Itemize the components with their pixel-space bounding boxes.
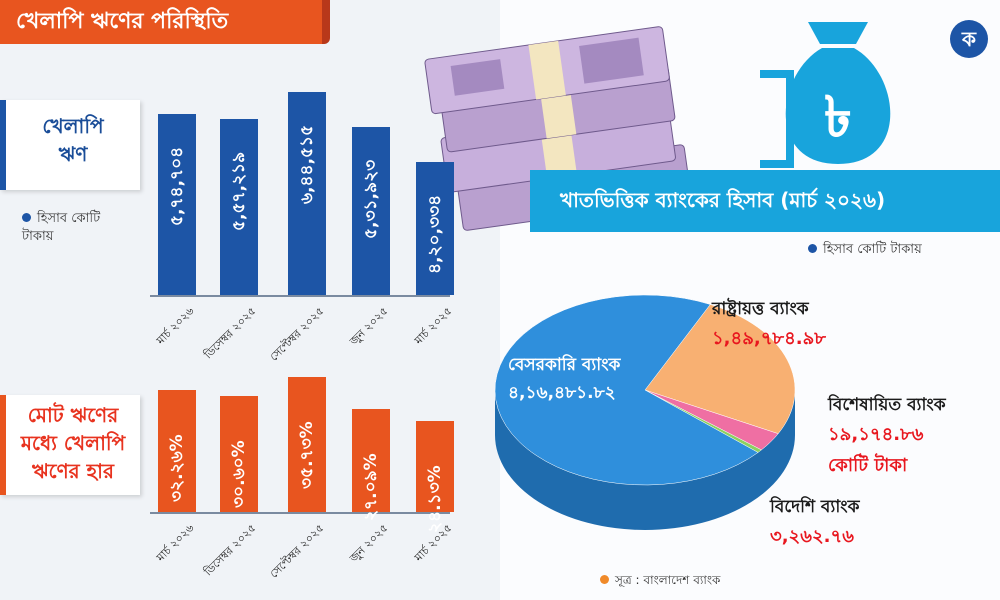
default-rate-card: মোট ঋণের মধ্যে খেলাপি ঋণের হার — [0, 395, 140, 495]
publisher-logo: ক — [950, 20, 988, 58]
pie-banner — [530, 170, 1000, 232]
default-rate-bar-value: ৩২.২৬% — [167, 434, 187, 502]
pie-label-specialized-value: ১৯,১৭৪.৮৬ — [828, 424, 924, 445]
pie-unit-text: হিসাব কোটি টাকায় — [823, 242, 922, 257]
default-rate-title: মোট ঋণের মধ্যে খেলাপি ঋণের হার — [6, 401, 140, 485]
default-loan-bar-value: ৪,২০,৩৩৪ — [425, 194, 445, 274]
default-loan-bar-value: ৫,৩১,৯২৩ — [361, 159, 381, 239]
default-loan-bar — [158, 114, 196, 295]
default-rate-bar — [220, 396, 258, 512]
unit-line1: হিসাব কোটি — [37, 211, 101, 226]
source-text: সূত্র : বাংলাদেশ ব্যাংক — [615, 573, 721, 587]
pie-label-state: রাষ্ট্রায়ত্ত ব্যাংক ১,৪৯,৭৮৪.৯৮ — [712, 296, 826, 355]
pie-label-private-value: ৪,১৬,৪৮১.৮২ — [508, 383, 616, 403]
pie-label-state-name: রাষ্ট্রায়ত্ত ব্যাংক — [712, 299, 809, 319]
default-rate-title-line1: মোট ঋণের — [27, 403, 119, 427]
default-loan-card: খেলাপি ঋণ — [0, 100, 140, 190]
pie-slice-private — [494, 294, 759, 486]
default-loan-bar — [220, 119, 258, 295]
default-loan-bar — [352, 127, 390, 295]
pie-depth — [495, 390, 795, 530]
pie-label-private: বেসরকারি ব্যাংক ৪,১৬,৪৮১.৮২ — [508, 352, 620, 408]
unit-line2: টাকায় — [22, 229, 54, 244]
default-loan-unit: হিসাব কোটি টাকায় — [22, 210, 142, 246]
pie-label-state-value: ১,৪৯,৭৮৪.৯৮ — [712, 328, 826, 349]
default-loan-bar — [416, 162, 454, 295]
bar-chart1-axis — [150, 295, 450, 297]
svg-text:৳: ৳ — [824, 85, 852, 150]
default-rate-bar-value: ৩০.৬০% — [229, 440, 249, 508]
pie-unit: হিসাব কোটি টাকায় — [808, 240, 922, 261]
default-rate-bar-value: ৩৫.৭৩% — [297, 421, 317, 489]
default-rate-bar — [352, 409, 390, 512]
default-loan-bar-value: ৬,৪৪,৫১৫ — [297, 124, 317, 204]
default-rate-bar — [288, 377, 326, 512]
pie-banner-text: খাতভিত্তিক ব্যাংকের হিসাব (মার্চ ২০২৬) — [560, 188, 886, 212]
pie-label-specialized-name: বিশেষায়িত ব্যাংক — [828, 395, 946, 415]
bar-chart2-axis — [150, 512, 450, 514]
default-rate-title-line3: ঋণের হার — [32, 459, 114, 483]
default-rate-bar — [158, 390, 196, 512]
default-rate-bar-value: ২৪.১৩% — [425, 465, 445, 533]
default-loan-title-line2: ঋণ — [58, 142, 88, 166]
default-loan-bar — [288, 92, 326, 295]
pie-label-foreign-name: বিদেশি ব্যাংক — [770, 497, 860, 517]
money-bag-icon: ৳ — [760, 22, 891, 168]
default-loan-title: খেলাপি ঋণ — [6, 112, 140, 168]
unit-bullet-icon — [22, 213, 31, 222]
pie-label-unit-suffix: কোটি টাকা — [828, 455, 908, 476]
pie-chart-bank-sectors — [494, 294, 796, 530]
default-loan-bar-value: ৫,৭৪,৭০৪ — [167, 146, 187, 226]
default-rate-bar-value: ২৭.০৯% — [361, 453, 381, 521]
page-title: খেলাপি ঋণের পরিস্থিতি — [0, 0, 330, 44]
unit-bullet-icon — [808, 244, 817, 253]
pie-label-foreign-value: ৩,২৬২.৭৬ — [770, 526, 854, 547]
source-note: সূত্র : বাংলাদেশ ব্যাংক — [600, 572, 720, 592]
default-rate-bar — [416, 421, 454, 512]
default-rate-title-line2: মধ্যে খেলাপি — [20, 431, 126, 455]
default-loan-bar-value: ৫,৫৭,২১৯ — [229, 151, 249, 231]
pie-label-specialized: বিশেষায়িত ব্যাংক ১৯,১৭৪.৮৬ কোটি টাকা — [828, 392, 946, 482]
source-bullet-icon — [600, 575, 609, 584]
pie-label-private-name: বেসরকারি ব্যাংক — [508, 355, 621, 375]
default-loan-title-line1: খেলাপি — [42, 114, 104, 138]
pie-label-foreign: বিদেশি ব্যাংক ৩,২৬২.৭৬ — [770, 494, 859, 553]
pie-slice-state — [644, 304, 796, 434]
